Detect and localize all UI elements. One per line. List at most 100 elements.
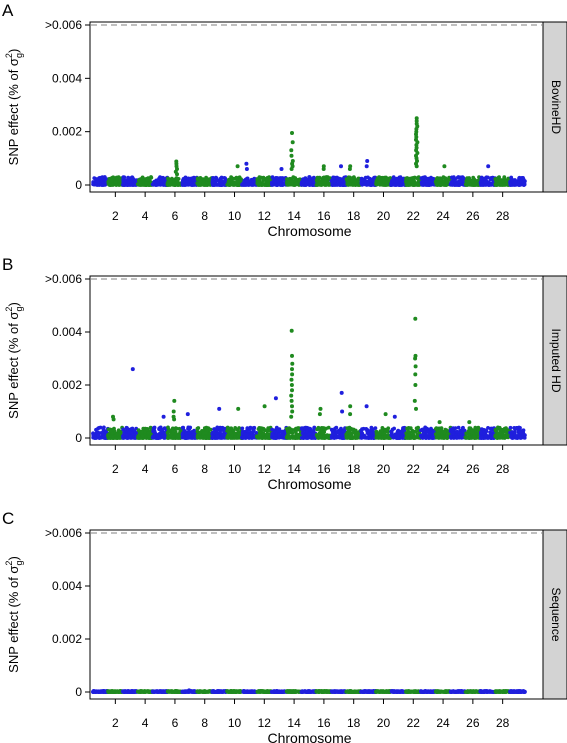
strip-label: Imputed HD [549, 328, 563, 392]
points-group [91, 688, 527, 694]
panel-label: C [2, 509, 14, 528]
snp-point-peak [290, 353, 294, 358]
snp-point-peak [289, 377, 294, 382]
x-tick-label: 14 [287, 462, 301, 476]
y-axis-label: SNP effect (% of σ2g) [4, 49, 24, 166]
snp-point-peak [414, 406, 418, 411]
snp-point [181, 689, 186, 694]
x-tick-label: 16 [317, 716, 331, 730]
snp-point-peak [317, 412, 322, 417]
x-axis-label: Chromosome [267, 476, 351, 492]
y-tick-label: 0 [75, 685, 82, 699]
x-tick-label: 4 [142, 462, 149, 476]
snp-point [168, 179, 173, 184]
snp-point [115, 436, 119, 440]
points-group [91, 316, 527, 440]
snp-point [203, 435, 207, 440]
x-tick-label: 2 [112, 462, 119, 476]
snp-point [260, 182, 265, 187]
snp-point-peak [171, 409, 176, 414]
snp-point [300, 426, 304, 430]
y-tick-label: 0.002 [52, 378, 82, 392]
snp-point [522, 182, 527, 187]
snp-point [347, 425, 352, 430]
snp-point [109, 178, 114, 183]
snp-point [463, 182, 468, 187]
snp-point [414, 182, 419, 187]
y-tick-label: 0.004 [52, 325, 82, 339]
snp-point [437, 176, 442, 181]
snp-point [183, 175, 188, 180]
x-tick-label: 4 [142, 209, 149, 223]
snp-point [160, 689, 165, 694]
plot-frame [89, 529, 544, 700]
snp-point [225, 425, 230, 430]
snp-point [508, 425, 513, 430]
snp-point [385, 429, 390, 434]
snp-point-peak [172, 398, 177, 403]
snp-point [91, 689, 95, 694]
snp-point-peak [290, 388, 294, 393]
snp-point [236, 178, 241, 183]
x-tick-label: 8 [201, 716, 208, 730]
snp-point [294, 182, 299, 186]
snp-point [149, 175, 153, 179]
snp-point-peak [111, 417, 116, 422]
snp-point [157, 426, 162, 431]
snp-point [215, 689, 220, 693]
snp-point [215, 434, 220, 439]
y-axis-label: SNP effect (% of σ2g) [4, 556, 24, 673]
snp-point [208, 427, 213, 432]
y-tick-label: >0.006 [45, 526, 82, 540]
snp-point-peak [172, 417, 177, 422]
snp-point [346, 183, 351, 187]
snp-point [171, 430, 175, 435]
snp-point-peak [414, 164, 419, 169]
snp-point [191, 689, 196, 694]
x-tick-label: 26 [466, 716, 480, 730]
snp-point [110, 690, 115, 694]
x-tick-label: 18 [347, 716, 361, 730]
snp-point [210, 435, 215, 440]
x-tick-label: 2 [112, 209, 119, 223]
snp-point-peak [279, 167, 284, 171]
snp-point-peak [486, 164, 491, 169]
snp-point [391, 179, 396, 183]
snp-point-peak [413, 316, 418, 321]
x-tick-label: 28 [496, 209, 510, 223]
snp-point [498, 178, 502, 183]
snp-point-peak [290, 367, 294, 372]
snp-point [399, 435, 403, 439]
snp-point [180, 180, 185, 185]
snp-point-peak [318, 406, 323, 411]
snp-point [449, 182, 454, 187]
snp-point [180, 432, 185, 437]
snp-point-peak [289, 328, 294, 333]
x-tick-label: 28 [496, 716, 510, 730]
snp-point [455, 430, 460, 434]
x-tick-label: 20 [377, 716, 391, 730]
y-tick-label: 0.002 [52, 125, 82, 139]
snp-point [147, 182, 152, 187]
x-tick-label: 14 [287, 716, 301, 730]
snp-point [451, 175, 456, 180]
snp-point [409, 434, 414, 438]
snp-point [442, 183, 446, 187]
snp-point [203, 690, 207, 694]
snp-point-peak [289, 393, 294, 398]
snp-point-peak [364, 164, 369, 169]
snp-point-peak [161, 414, 166, 419]
snp-point [185, 434, 190, 439]
snp-point [412, 435, 417, 440]
snp-point [364, 427, 369, 431]
snp-point-peak [175, 172, 179, 177]
snp-point [159, 429, 164, 434]
snp-point [221, 433, 226, 437]
snp-point [106, 690, 111, 694]
x-tick-label: 24 [436, 716, 450, 730]
snp-point [221, 428, 226, 433]
snp-point [219, 178, 224, 183]
snp-point [151, 426, 156, 430]
snp-point [249, 182, 254, 186]
